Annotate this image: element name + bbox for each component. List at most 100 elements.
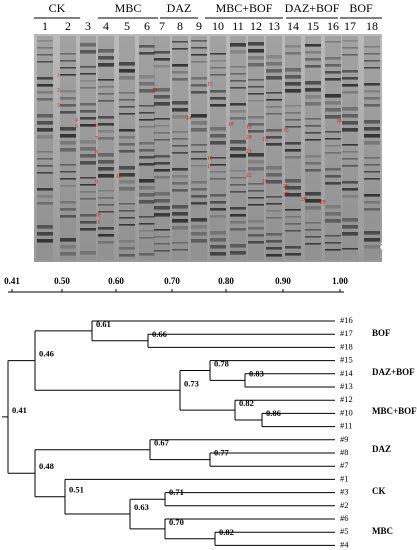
band — [342, 40, 358, 42]
band — [191, 151, 207, 153]
band — [364, 90, 380, 93]
lane-number: 14 — [287, 19, 299, 33]
band-label: 30 — [336, 118, 342, 124]
band-label: 20 — [246, 134, 252, 140]
node-value: 0.86 — [266, 408, 281, 418]
band — [230, 43, 246, 47]
band — [60, 148, 76, 152]
band — [230, 244, 246, 248]
band — [266, 76, 282, 80]
band — [248, 204, 264, 206]
leaf-label: #14 — [340, 368, 354, 378]
band — [325, 249, 341, 251]
band — [305, 51, 321, 54]
band — [191, 40, 207, 42]
band — [60, 171, 76, 173]
band — [325, 108, 341, 112]
band-label: 18 — [228, 121, 234, 127]
band — [60, 208, 76, 211]
band — [60, 215, 76, 218]
leaf-label: #15 — [340, 355, 353, 365]
band — [285, 119, 301, 121]
band — [191, 195, 207, 198]
band — [172, 182, 188, 185]
band — [172, 168, 188, 171]
band — [230, 50, 246, 54]
band — [98, 100, 114, 102]
band — [139, 237, 155, 239]
scale-label: 0.50 — [54, 276, 70, 286]
band — [172, 131, 188, 133]
band-label: 25 — [283, 127, 289, 133]
cluster-label: DAZ — [372, 444, 391, 454]
band — [154, 236, 170, 238]
band — [266, 69, 282, 73]
band — [266, 99, 282, 101]
band — [139, 200, 155, 204]
band — [139, 149, 155, 152]
band — [210, 238, 226, 242]
band — [98, 63, 114, 67]
band — [210, 67, 226, 69]
node-value: 0.83 — [249, 368, 264, 378]
band — [325, 94, 341, 98]
band — [191, 218, 207, 222]
band — [210, 97, 226, 100]
band — [139, 112, 155, 114]
lane — [80, 36, 96, 260]
band — [80, 43, 96, 47]
lane — [154, 36, 170, 260]
band — [325, 41, 341, 43]
group-label: DAZ — [167, 1, 192, 15]
band — [305, 169, 321, 172]
leaf-label: #8 — [340, 447, 349, 457]
band — [80, 73, 96, 75]
band — [364, 134, 380, 138]
band — [98, 211, 114, 213]
band — [364, 178, 380, 180]
band — [210, 252, 226, 256]
band — [119, 129, 135, 132]
band — [210, 90, 226, 93]
band — [60, 127, 76, 131]
band — [60, 104, 76, 107]
band — [172, 145, 188, 147]
band — [248, 160, 264, 164]
band — [285, 82, 301, 86]
band — [285, 156, 301, 159]
lane-number: 6 — [144, 19, 150, 33]
band — [210, 164, 226, 166]
lane — [210, 36, 226, 260]
band — [154, 125, 170, 127]
cluster-label: DAZ+BOF — [372, 367, 415, 377]
lane — [342, 36, 358, 260]
band — [80, 103, 96, 106]
node-value: 0.77 — [214, 448, 230, 458]
band — [342, 77, 358, 80]
band — [154, 213, 170, 217]
band — [325, 242, 341, 244]
band — [364, 238, 380, 242]
node-value: 0.70 — [169, 517, 184, 527]
band — [37, 202, 53, 205]
band — [230, 80, 246, 82]
band — [60, 141, 76, 145]
lane — [305, 36, 321, 260]
band — [191, 121, 207, 125]
scale-label: 0.60 — [108, 276, 124, 286]
band — [80, 228, 96, 231]
band — [172, 189, 188, 192]
leaf-label: #4 — [340, 539, 349, 549]
band — [191, 239, 207, 243]
lane-number: 5 — [124, 19, 130, 33]
leaf-label: #6 — [340, 513, 349, 523]
band — [154, 199, 170, 203]
band — [285, 68, 301, 72]
band — [266, 196, 282, 198]
band — [285, 216, 301, 218]
band — [154, 169, 170, 172]
band — [210, 74, 226, 76]
band — [98, 190, 114, 192]
lane-number: 15 — [307, 19, 319, 33]
band — [248, 197, 264, 199]
